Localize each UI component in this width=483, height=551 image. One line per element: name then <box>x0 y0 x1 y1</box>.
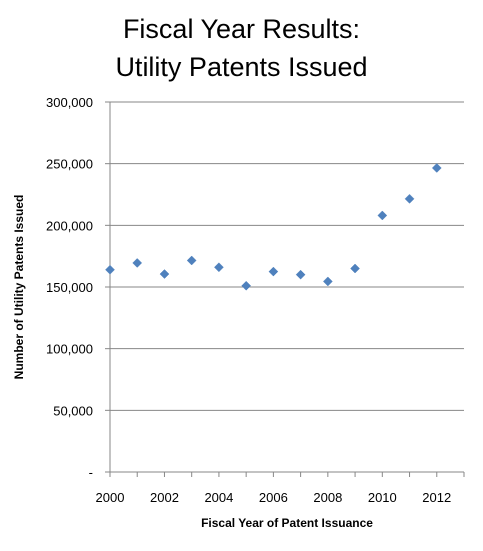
x-tick-label: 2006 <box>259 490 288 505</box>
x-tick-label: 2012 <box>422 490 451 505</box>
data-point <box>159 269 170 279</box>
data-point <box>268 266 279 277</box>
data-point <box>377 210 388 221</box>
data-point <box>350 263 360 274</box>
y-tick-label: 50,000 <box>53 403 93 418</box>
y-tick-label: 250,000 <box>46 157 93 172</box>
axes <box>109 102 465 477</box>
y-tick-label: 150,000 <box>46 280 93 295</box>
y-axis-title: Number of Utility Patents Issued <box>12 195 26 380</box>
data-point <box>241 280 252 291</box>
y-tick-label: 300,000 <box>46 95 93 110</box>
data-point <box>132 258 143 268</box>
y-tick-label: 100,000 <box>46 342 93 357</box>
data-point <box>322 276 333 287</box>
x-tick-labels: 2000 2002 2004 2006 2008 2010 2012 <box>96 490 452 505</box>
x-tick-label: 2010 <box>368 490 397 505</box>
x-tick-label: 2008 <box>313 490 342 505</box>
chart-title-line-2: Utility Patents Issued <box>115 52 368 82</box>
x-tick-label: 2002 <box>150 490 179 505</box>
data-points <box>105 163 442 291</box>
chart-title-line-1: Fiscal Year Results: <box>122 14 361 44</box>
data-point <box>105 264 115 275</box>
x-tick-label: 2004 <box>204 490 233 505</box>
y-tick-label: 200,000 <box>46 218 93 233</box>
x-tick-label: 2000 <box>96 490 125 505</box>
data-point <box>431 163 442 173</box>
data-point <box>186 255 197 266</box>
gridlines <box>105 101 464 473</box>
x-axis-title: Fiscal Year of Patent Issuance <box>201 516 373 530</box>
data-point <box>214 262 224 273</box>
y-tick-labels: - 50,000 100,000 150,000 200,000 250,000 300,0… <box>46 95 93 480</box>
data-point <box>295 269 306 280</box>
y-tick-label: - <box>89 465 93 480</box>
data-point <box>404 193 415 204</box>
chart-title: Fiscal Year Results: Utility Patents Iss… <box>0 10 483 86</box>
